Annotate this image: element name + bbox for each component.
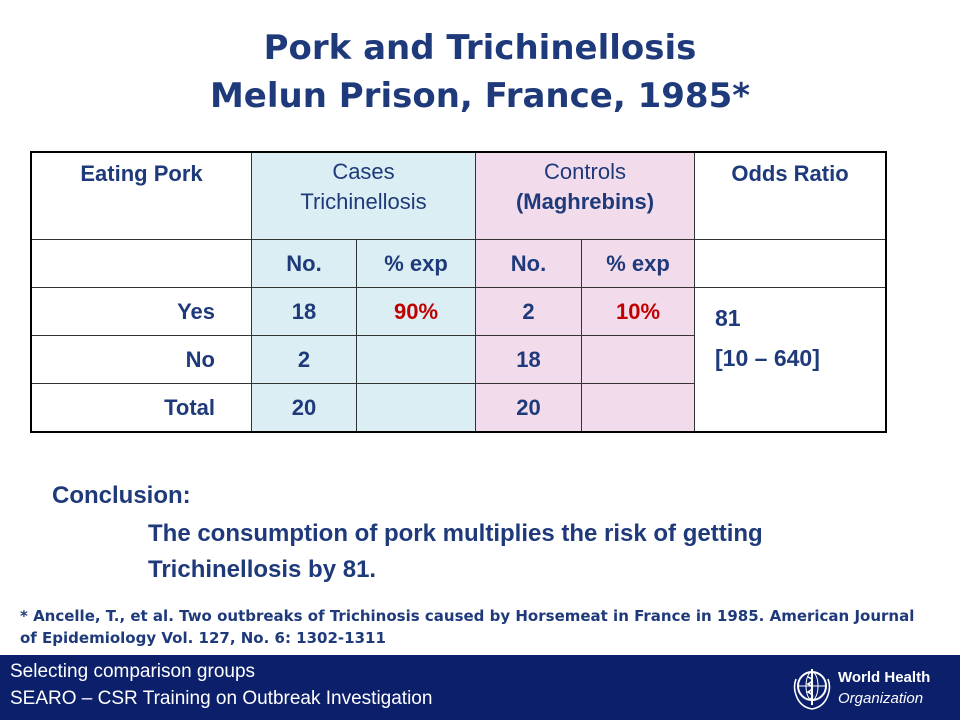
odds-ratio-cell: 81 [10 – 640] [694,287,887,433]
header-cases-line1: Cases [332,159,395,184]
header-eating-pork: Eating Pork [30,151,252,240]
cases-no-cell: 20 [251,383,357,433]
controls-pct-cell: 10% [581,287,695,336]
cases-pct-cell: 90% [356,287,476,336]
cases-pct-cell [356,335,476,384]
controls-pct-cell [581,335,695,384]
subheader-empty [30,239,252,288]
odds-ratio-ci: [10 – 640] [715,344,820,371]
row-label: No [30,335,252,384]
who-emblem-icon [793,669,831,710]
cases-no-cell: 18 [251,287,357,336]
footer-topic: Selecting comparison groups [10,661,256,682]
cases-pct-cell [356,383,476,433]
header-cases: Cases Trichinellosis [251,151,476,240]
slide-title-line1: Pork and Trichinellosis [263,28,697,68]
footer-bar: Selecting comparison groups SEARO – CSR … [0,655,960,720]
table-row: Total 20 20 [30,383,886,433]
table-row: Yes 18 90% 2 10% 81 [10 – 640] [30,287,887,433]
row-label: Yes [30,287,252,336]
table-header-row: Eating Pork Cases Trichinellosis Control… [30,151,887,240]
row-label: Total [30,383,252,433]
conclusion-heading: Conclusion: [52,482,191,509]
subheader-controls-no: No. [475,239,582,288]
table-subheader-row: No. % exp No. % exp [30,239,887,288]
cases-no-cell: 2 [251,335,357,384]
controls-pct-cell [581,383,695,433]
footer-course: SEARO – CSR Training on Outbreak Investi… [10,688,433,709]
table-row: No 2 18 [30,335,886,384]
conclusion-text: The consumption of pork multiplies the r… [148,520,763,583]
subheader-cases-pct: % exp [356,239,476,288]
subheader-controls-pct: % exp [581,239,695,288]
controls-no-cell: 18 [475,335,582,384]
controls-no-cell: 2 [475,287,582,336]
header-controls-line2: (Maghrebins) [515,189,655,214]
controls-no-cell: 20 [475,383,582,433]
odds-ratio-table: Eating Pork Cases Trichinellosis Control… [30,151,887,433]
header-controls-line1: Controls [544,159,626,184]
header-odds-ratio: Odds Ratio [694,151,887,240]
who-logo: World Health Organization [790,663,950,713]
header-controls: Controls (Maghrebins) [475,151,695,240]
subheader-or-empty [694,239,887,288]
reference-citation: * Ancelle, T., et al. Two outbreaks of T… [20,607,915,647]
odds-ratio-value: 81 [715,304,741,331]
slide-title-line2: Melun Prison, France, 1985* [209,76,751,116]
header-cases-line2: Trichinellosis [300,189,427,214]
who-logo-line1: World Health [838,669,931,686]
subheader-cases-no: No. [251,239,357,288]
who-logo-line2: Organization [838,690,924,707]
